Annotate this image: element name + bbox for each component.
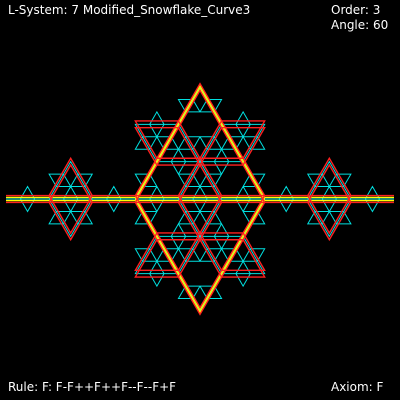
- angle-label: Angle: 60: [331, 18, 389, 32]
- order-2-path: [6, 82, 394, 310]
- order-label: Order: 3: [331, 3, 381, 17]
- order-3-path: [6, 85, 394, 313]
- order-2-path: [6, 88, 394, 316]
- order-1-path: [6, 87, 394, 315]
- order-1-curve: [6, 83, 394, 315]
- order-2-curve: [6, 82, 394, 316]
- order-3-curve: [6, 85, 394, 313]
- lsystem-title: L-System: 7 Modified_Snowflake_Curve3: [8, 3, 251, 17]
- axiom-label: Axiom: F: [331, 380, 384, 394]
- order-1-path: [6, 83, 394, 311]
- rule-label: Rule: F: F-F++F++F--F--F+F: [8, 380, 177, 394]
